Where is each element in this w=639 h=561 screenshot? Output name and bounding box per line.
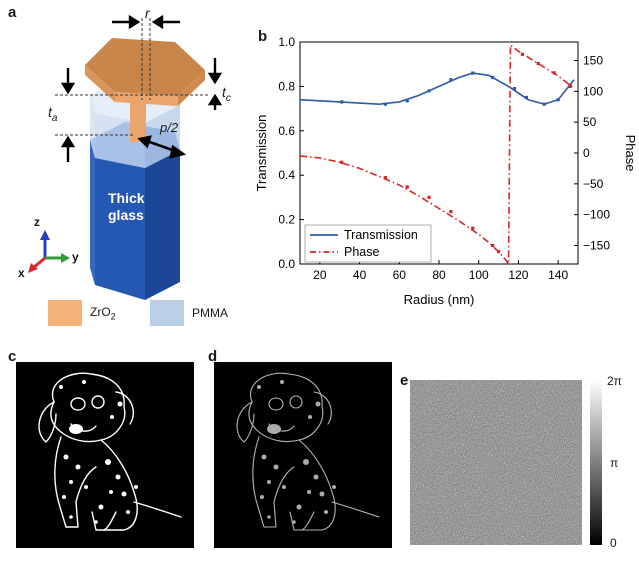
series-marker-phase — [449, 209, 453, 214]
series-layer — [299, 43, 575, 267]
y2-tick-label: 0 — [583, 146, 590, 160]
y2-tick-label: −50 — [583, 177, 604, 191]
y-axis-label: Transmission — [254, 115, 269, 192]
y2-axis-ticks: −150 −100 −50 0 50 100 150 — [574, 54, 610, 253]
y2-tick-label: 150 — [583, 54, 603, 68]
series-marker-phase — [383, 176, 387, 180]
zro2-swatch — [48, 300, 82, 326]
x-tick-label: 60 — [393, 268, 407, 282]
series-marker-transmission — [512, 87, 517, 91]
axis-y-label: y — [72, 250, 79, 264]
material-legend-pmma: PMMA — [150, 300, 228, 326]
series-marker-transmission — [449, 78, 453, 82]
y-tick-label: 0.0 — [278, 257, 295, 271]
y-tick-label: 0.2 — [278, 213, 295, 227]
label-tc: tc — [222, 84, 231, 104]
dalmatian-outline — [38, 372, 182, 531]
colorbar-label-mid: π — [610, 456, 619, 470]
x-tick-label: 120 — [508, 268, 528, 282]
x-tick-label: 20 — [313, 268, 327, 282]
y-tick-label: 0.4 — [278, 168, 295, 182]
half-period-arrow — [137, 135, 187, 159]
panel-letter-c: c — [8, 348, 17, 365]
x-tick-label: 80 — [432, 268, 446, 282]
series-marker-phase — [520, 52, 524, 56]
series-marker-transmission — [405, 99, 409, 103]
label-p2: p/2 — [160, 120, 179, 135]
series-marker-transmission — [427, 89, 431, 93]
label-ta: ta — [48, 104, 58, 124]
phase-profile-map — [410, 380, 582, 545]
y2-tick-label: −150 — [583, 239, 610, 253]
series-marker-phase — [427, 195, 431, 199]
series-marker-transmission — [524, 95, 528, 100]
dalmatian-target-image — [16, 362, 194, 548]
panel-letter-d: d — [208, 348, 218, 365]
series-marker-phase — [471, 226, 475, 230]
x-axis-ticks: 20 40 60 80 100 120 140 — [313, 260, 568, 282]
thick-glass-label: Thick glass — [108, 190, 145, 223]
ta-arrows — [60, 68, 76, 162]
axis-x-label: x — [18, 266, 25, 280]
series-marker-phase — [491, 243, 495, 248]
series-marker-phase — [405, 185, 409, 189]
panel-letter-b: b — [258, 28, 268, 45]
chart-legend: Transmission Phase — [304, 224, 432, 263]
dalmatian-reconstruction — [236, 372, 380, 531]
transmission-phase-chart: 20 40 60 80 100 120 140 0.0 0.2 0.4 0.6 0.8 1.0 −15… — [254, 35, 638, 307]
label-r: r — [145, 5, 150, 21]
y2-tick-label: −100 — [583, 208, 610, 222]
legend-label-transmission: Transmission — [344, 228, 418, 242]
series-line-transmission — [299, 72, 575, 105]
series-marker-transmission — [340, 100, 344, 104]
phase-colorbar — [590, 380, 602, 545]
x-axis-label: Radius (nm) — [404, 292, 475, 307]
unit-cell-schematic — [28, 14, 223, 300]
pmma-swatch — [150, 300, 184, 326]
series-marker-transmission — [542, 102, 546, 106]
series-marker-phase — [536, 61, 540, 66]
pillar-stem — [130, 100, 146, 142]
series-marker-transmission — [491, 75, 495, 80]
coordinate-axes — [28, 230, 70, 273]
y-tick-label: 0.8 — [278, 79, 295, 93]
y-tick-label: 1.0 — [278, 35, 295, 49]
series-marker-phase — [496, 250, 501, 254]
series-marker-transmission — [471, 71, 475, 75]
y2-tick-label: 100 — [583, 84, 603, 98]
series-marker-transmission — [556, 98, 560, 102]
y-axis-ticks: 0.0 0.2 0.4 0.6 0.8 1.0 — [278, 35, 304, 271]
colorbar-label-bottom: 0 — [610, 536, 617, 550]
series-marker-phase — [552, 71, 556, 75]
y-tick-label: 0.6 — [278, 124, 295, 138]
x-tick-label: 40 — [353, 268, 367, 282]
series-marker-phase — [568, 83, 572, 87]
colorbar-label-top: 2π — [607, 374, 622, 388]
series-marker-phase — [340, 160, 344, 164]
series-marker-transmission — [383, 102, 387, 106]
panel-letter-a: a — [8, 4, 17, 21]
series-line-phase — [299, 43, 575, 267]
legend-label-phase: Phase — [344, 245, 379, 259]
y2-tick-label: 50 — [583, 115, 597, 129]
radius-arrows — [112, 14, 180, 30]
x-tick-label: 100 — [469, 268, 489, 282]
panel-letter-e: e — [400, 372, 409, 389]
x-tick-label: 140 — [548, 268, 568, 282]
tc-arrows — [207, 58, 223, 110]
material-legend-zro2: ZrO2 — [48, 300, 116, 326]
axis-z-label: z — [34, 215, 40, 229]
dimension-guides — [55, 18, 210, 136]
y2-axis-label: Phase — [623, 135, 638, 172]
dalmatian-reconstruction-image — [214, 362, 392, 548]
